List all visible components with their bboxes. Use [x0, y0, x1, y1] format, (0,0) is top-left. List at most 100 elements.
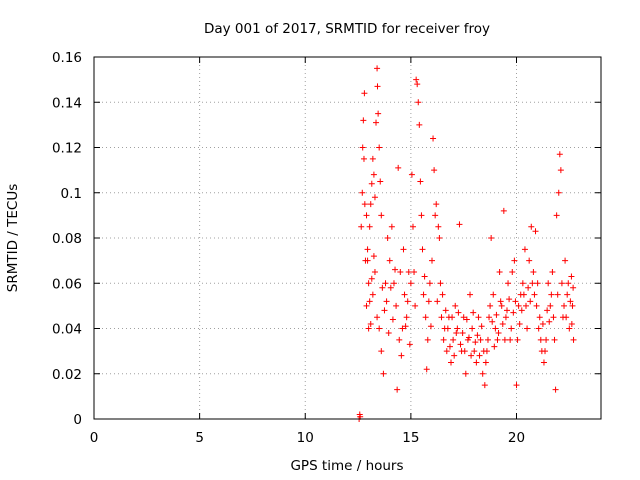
data-point	[411, 268, 418, 275]
data-point	[470, 309, 477, 316]
data-point	[390, 280, 397, 287]
data-point	[409, 223, 416, 230]
data-point	[481, 382, 488, 389]
data-point	[360, 155, 367, 162]
data-point	[408, 171, 415, 178]
data-point	[450, 336, 457, 343]
data-point	[515, 302, 522, 309]
data-point	[433, 201, 440, 208]
data-point	[424, 336, 431, 343]
data-point	[463, 316, 470, 323]
data-point	[431, 167, 438, 174]
data-point	[492, 325, 499, 332]
data-point	[396, 336, 403, 343]
data-point	[461, 348, 468, 355]
data-point	[487, 302, 494, 309]
data-point	[440, 336, 447, 343]
data-point	[368, 180, 375, 187]
data-point	[462, 370, 469, 377]
data-point	[501, 336, 508, 343]
data-point	[376, 325, 383, 332]
data-point	[513, 382, 520, 389]
data-point	[493, 311, 500, 318]
y-axis-label: SRMTID / TECUs	[5, 184, 21, 292]
y-tick-label: 0.06	[52, 276, 82, 292]
data-point	[539, 320, 546, 327]
data-point	[511, 257, 518, 264]
data-point	[368, 275, 375, 282]
data-point	[489, 318, 496, 325]
data-point	[549, 268, 556, 275]
x-axis-label: GPS time / hours	[290, 458, 403, 474]
data-point	[460, 314, 467, 321]
data-point	[383, 298, 390, 305]
data-point	[401, 291, 408, 298]
data-point	[426, 280, 433, 287]
data-point	[430, 135, 437, 142]
data-point	[499, 320, 506, 327]
data-point	[565, 280, 572, 287]
data-point	[552, 386, 559, 393]
data-point	[384, 235, 391, 241]
data-point	[385, 330, 392, 337]
data-point	[548, 291, 555, 298]
chart-title: Day 001 of 2017, SRMTID for receiver fro…	[204, 21, 490, 37]
data-point	[367, 201, 374, 208]
data-point	[547, 302, 554, 309]
data-point	[459, 330, 466, 337]
data-point	[436, 235, 443, 241]
data-point	[429, 257, 435, 264]
data-point	[386, 257, 393, 264]
grid	[94, 57, 601, 419]
x-tick-label: 5	[195, 430, 204, 446]
data-point	[561, 302, 568, 309]
data-point	[405, 268, 412, 275]
data-point	[551, 336, 558, 343]
data-point	[363, 212, 370, 219]
data-point	[514, 336, 521, 343]
data-point	[367, 320, 374, 327]
data-point	[512, 298, 519, 305]
data-point	[535, 325, 542, 332]
data-point	[365, 325, 372, 332]
data-point	[370, 253, 377, 260]
data-point	[374, 314, 381, 321]
data-point	[437, 280, 444, 287]
data-points	[356, 65, 577, 422]
data-point	[444, 325, 451, 332]
data-point	[377, 178, 384, 185]
data-point	[366, 298, 373, 305]
data-point	[509, 268, 516, 275]
data-point	[381, 307, 388, 314]
data-point	[465, 334, 472, 341]
data-point	[543, 336, 550, 343]
data-point	[414, 81, 421, 88]
data-point	[558, 280, 565, 287]
data-point	[443, 348, 450, 355]
data-point	[521, 246, 528, 253]
data-point	[456, 221, 463, 228]
y-tick-label: 0.12	[52, 141, 82, 157]
data-point	[491, 343, 498, 350]
data-point	[467, 291, 474, 298]
data-point	[446, 343, 453, 350]
data-point	[510, 309, 517, 316]
data-point	[425, 298, 432, 305]
data-point	[421, 273, 428, 280]
data-point	[506, 296, 513, 303]
data-point	[380, 370, 387, 377]
data-point	[497, 298, 504, 305]
data-point	[480, 348, 487, 355]
data-point	[407, 280, 414, 287]
data-point	[379, 284, 386, 291]
data-point	[534, 280, 541, 287]
data-point	[359, 189, 366, 196]
data-point	[550, 314, 557, 321]
data-point	[412, 302, 419, 309]
data-point	[439, 291, 446, 298]
data-point	[570, 284, 577, 291]
data-point	[482, 359, 489, 366]
data-point	[562, 257, 569, 264]
data-point	[471, 348, 478, 355]
y-tick-label: 0	[73, 412, 82, 428]
